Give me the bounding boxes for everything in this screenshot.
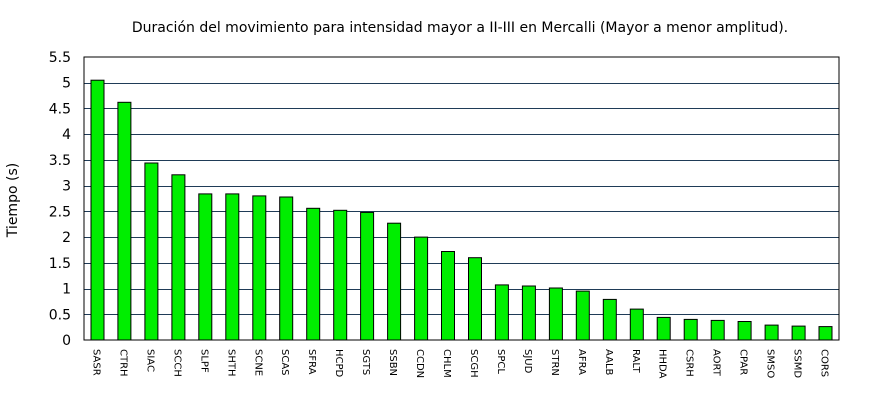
plot-frame: [83, 56, 840, 341]
bar-scch: [171, 174, 186, 341]
x-tick-label: SSMD: [792, 349, 803, 378]
x-tick-label: SMSO: [765, 349, 776, 378]
bar-ssbn: [387, 222, 402, 341]
x-tick-label: CORS: [819, 349, 830, 377]
x-tick-label: SCCH: [171, 349, 182, 377]
bar-scgh: [468, 257, 482, 341]
y-tick-label: 4.5: [49, 101, 71, 117]
x-tick-label: STRN: [549, 349, 560, 376]
bar-cpar: [737, 321, 752, 341]
bar-aalb: [602, 298, 617, 341]
x-tick-label: SIAC: [144, 349, 155, 372]
x-tick-label: CCDN: [414, 349, 425, 378]
bar-csrh: [683, 318, 698, 341]
y-tick-label: 0.5: [49, 307, 71, 323]
bar-aort: [710, 319, 725, 341]
bar-hhda: [656, 316, 671, 341]
bar-sfra: [306, 207, 321, 341]
bar-hcpd: [333, 209, 348, 341]
x-tick-label: SPCL: [495, 349, 506, 374]
bar-spcl: [494, 284, 509, 341]
y-tick-label: 4: [62, 127, 71, 143]
bar-strn: [548, 287, 563, 341]
x-tick-label: AORT: [711, 349, 722, 377]
y-tick-label: 2: [62, 230, 71, 246]
x-tick-label: SCAS: [279, 349, 290, 376]
bar-sasr: [90, 79, 105, 341]
bar-shth: [225, 193, 240, 341]
x-tick-label: SFRA: [306, 349, 317, 375]
bar-ssmd: [791, 325, 806, 341]
y-tick-label: 1: [62, 282, 71, 298]
x-tick-label: CSRH: [684, 349, 695, 377]
x-tick-label: SSBN: [387, 349, 398, 376]
bar-cors: [818, 326, 833, 341]
y-tick-label: 5.5: [49, 50, 71, 66]
x-tick-label: HCPD: [333, 349, 344, 378]
chart-title: Duración del movimiento para intensidad …: [132, 20, 788, 36]
x-tick-label: SJUD: [522, 349, 533, 374]
y-tick-label: 1.5: [49, 256, 71, 272]
y-tick-label: 3.5: [49, 153, 71, 169]
bar-ccdn: [414, 236, 429, 341]
x-tick-label: HHDA: [657, 349, 668, 379]
x-tick-label: AFRA: [576, 349, 587, 375]
bar-sgts: [360, 211, 375, 341]
x-tick-label: RALT: [630, 349, 641, 374]
x-tick-label: SHTH: [225, 349, 236, 377]
gridlines: [84, 83, 839, 315]
x-tick-label: SASR: [91, 349, 102, 376]
bars: [90, 79, 833, 341]
x-tick-label: SCGH: [468, 349, 479, 378]
y-tick-labels: 0 0.5 1 1.5 2 2.5 3 3.5 4 4.5 5 5.5: [49, 50, 71, 349]
bar-scne: [252, 195, 267, 341]
bar-ralt: [629, 308, 644, 341]
bar-smso: [764, 324, 779, 341]
x-tick-label: CPAR: [738, 349, 749, 375]
x-tick-label: SGTS: [360, 349, 371, 375]
bar-ctrh: [117, 101, 132, 341]
x-tick-label: CTRH: [117, 349, 128, 377]
y-axis-label: Tiempo (s): [5, 163, 21, 238]
x-tick-label: CHLM: [441, 349, 452, 378]
y-tick-label: 0: [62, 333, 71, 349]
bar-slpf: [198, 193, 213, 341]
x-tick-label: AALB: [603, 349, 614, 376]
bar-scas: [279, 196, 294, 341]
bar-sjud: [521, 285, 536, 341]
bar-chlm: [441, 251, 455, 341]
y-tick-label: 2.5: [49, 204, 71, 220]
bar-afra: [575, 290, 590, 341]
x-tick-label: SCNE: [252, 349, 263, 376]
x-tick-label: SLPF: [198, 349, 209, 373]
x-tick-labels: SASR CTRH SIAC SCCH SLPF SHTH SCNE SCAS SFRA HCPD…: [91, 349, 830, 379]
y-tick-label: 5: [62, 76, 71, 92]
y-tick-label: 3: [62, 179, 71, 195]
bar-siac: [144, 162, 159, 341]
